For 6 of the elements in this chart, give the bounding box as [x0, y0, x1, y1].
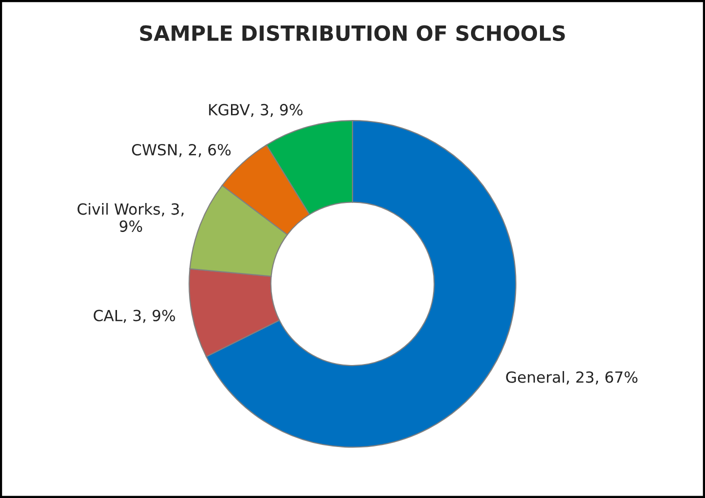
slice-label: KGBV, 3, 9%: [209, 104, 302, 118]
slice-label: Civil Works, 3, 9%: [78, 203, 184, 232]
chart-title: SAMPLE DISTRIBUTION OF SCHOOLS: [140, 25, 565, 42]
slice-label: General, 23, 67%: [506, 371, 638, 384]
slice-label: CAL, 3, 9%: [94, 310, 176, 323]
slice-label: CWSN, 2, 6%: [132, 144, 231, 158]
